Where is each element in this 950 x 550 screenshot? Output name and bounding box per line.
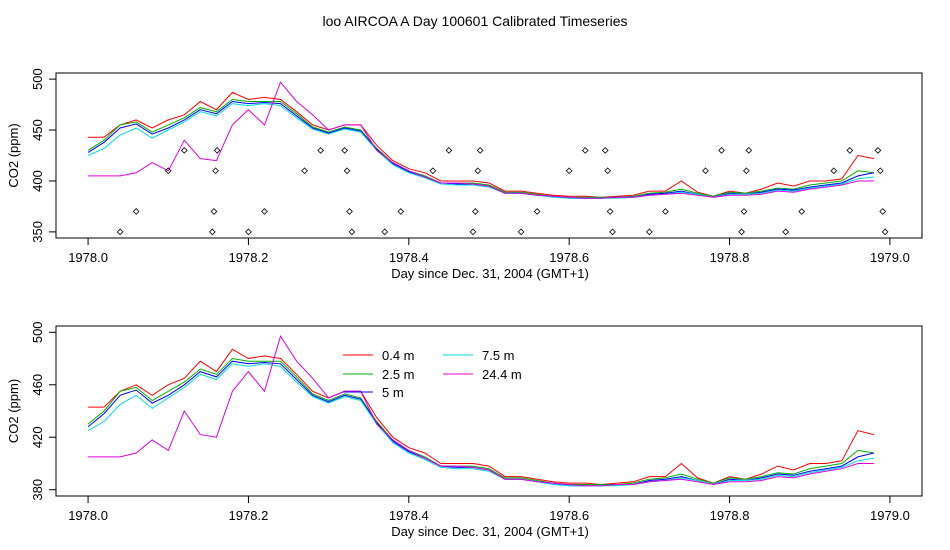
scatter-point xyxy=(604,167,612,175)
scatter-point xyxy=(662,208,669,215)
x-tick-label: 1979.0 xyxy=(870,250,910,265)
series-line-0-4-m-0 xyxy=(88,348,875,486)
scatter-point xyxy=(743,167,750,175)
x-tick-label: 1978.2 xyxy=(229,250,269,265)
x-tick-label: 1978.4 xyxy=(389,250,429,265)
x-tick-label: 1979.0 xyxy=(870,508,910,523)
y-tick-label: 350 xyxy=(30,221,45,243)
scatter-point xyxy=(609,228,616,236)
chart-title: loo AIRCOA A Day 100601 Calibrated Times… xyxy=(322,13,627,29)
scatter-point xyxy=(601,147,609,154)
scatter-point xyxy=(476,147,484,154)
scatter-point xyxy=(343,167,351,175)
series-line-2-5-m-1 xyxy=(87,98,874,198)
legend-entry: 2.5 m xyxy=(382,367,415,382)
scatter-point xyxy=(381,228,389,236)
y-tick-label: 450 xyxy=(30,119,45,141)
plot-frame xyxy=(55,325,923,497)
scatter-point xyxy=(469,228,477,236)
scatter-point xyxy=(208,228,216,236)
scatter-point xyxy=(718,147,725,154)
scatter-point xyxy=(745,147,753,154)
legend-entry: 5 m xyxy=(382,385,404,400)
scatter-point xyxy=(782,228,790,236)
scatter-point xyxy=(533,208,541,215)
series-line-0-4-m-0 xyxy=(88,91,874,198)
scatter-point xyxy=(317,147,324,154)
scatter-point xyxy=(397,208,405,215)
scatter-point xyxy=(116,228,124,236)
scatter-point xyxy=(132,208,140,215)
y-tick-label: 500 xyxy=(30,68,45,90)
scatter-point xyxy=(180,147,188,154)
legend-entry: 24.4 m xyxy=(482,367,522,382)
scatter-point xyxy=(830,167,838,175)
plot-frame xyxy=(55,72,923,239)
x-axis-label: Day since Dec. 31, 2004 (GMT+1) xyxy=(391,524,589,539)
legend-entry: 7.5 m xyxy=(482,348,515,363)
legend-entry: 0.4 m xyxy=(382,348,415,363)
scatter-point xyxy=(346,208,353,215)
scatter-point xyxy=(702,167,709,175)
scatter-point xyxy=(798,208,806,215)
scatter-point xyxy=(348,228,356,236)
scatter-point xyxy=(881,228,889,236)
scatter-point xyxy=(876,167,884,175)
scatter-point xyxy=(301,167,308,175)
y-tick-label: 400 xyxy=(30,170,45,192)
scatter-point xyxy=(474,167,482,175)
x-tick-label: 1978.8 xyxy=(710,508,750,523)
series-line-24-4-m-4 xyxy=(88,81,874,199)
scatter-point xyxy=(164,167,172,175)
y-axis-label: CO2 (ppm) xyxy=(6,123,21,187)
scatter-point xyxy=(210,208,218,215)
scatter-point xyxy=(738,228,745,236)
y-tick-label: 500 xyxy=(30,321,45,343)
x-axis-label: Day since Dec. 31, 2004 (GMT+1) xyxy=(391,266,589,281)
scatter-point xyxy=(606,208,614,215)
scatter-point xyxy=(445,147,453,154)
y-tick-label: 460 xyxy=(30,374,45,396)
x-tick-label: 1978.4 xyxy=(389,508,429,523)
y-tick-label: 420 xyxy=(30,426,45,448)
scatter-point xyxy=(879,208,887,215)
series-line-2-5-m-1 xyxy=(87,357,874,485)
scatter-point xyxy=(646,228,653,236)
scatter-point xyxy=(846,147,854,154)
series-line-24-4-m-4 xyxy=(88,335,874,487)
scatter-point xyxy=(213,147,221,154)
x-tick-label: 1978.0 xyxy=(68,250,108,265)
x-tick-label: 1978.8 xyxy=(710,250,750,265)
x-tick-label: 1978.6 xyxy=(549,508,589,523)
x-tick-label: 1978.6 xyxy=(549,250,589,265)
series-line-7-5-m-3 xyxy=(87,363,874,487)
scatter-point xyxy=(517,228,525,236)
y-axis-label: CO2 (ppm) xyxy=(6,379,21,443)
scatter-point xyxy=(740,208,748,215)
scatter-point xyxy=(341,147,349,154)
x-tick-label: 1978.2 xyxy=(229,508,269,523)
scatter-point xyxy=(874,147,882,154)
scatter-point xyxy=(245,228,252,236)
scatter-point xyxy=(472,208,479,215)
bottom-panel: 1978.0 1978.2 1978.4 1978.6 1978.8 1979.0 380 4… xyxy=(6,321,923,539)
top-panel: 1978.0 1978.2 1978.4 1978.6 1978.8 1979.0 350 4… xyxy=(6,68,923,281)
scatter-point xyxy=(429,167,437,175)
scatter-point xyxy=(565,167,573,175)
scatter-point xyxy=(261,208,268,215)
x-tick-label: 1978.0 xyxy=(68,508,108,523)
y-tick-label: 380 xyxy=(30,479,45,501)
scatter-point xyxy=(212,167,219,175)
scatter-point xyxy=(581,147,589,154)
series-line-7-5-m-3 xyxy=(87,103,874,199)
